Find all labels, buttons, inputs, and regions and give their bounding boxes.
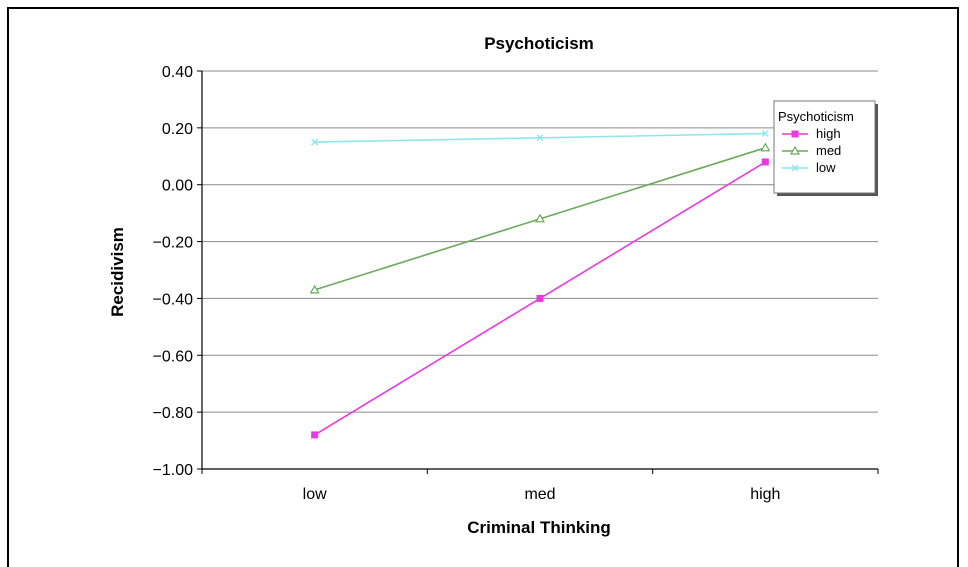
x-tick-label: low [303, 486, 327, 503]
y-tick-label: −0.40 [153, 291, 194, 308]
y-tick-label: −1.00 [153, 462, 194, 479]
legend-label: low [816, 160, 836, 175]
data-point-high [761, 158, 769, 166]
x-tick-label: med [524, 486, 555, 503]
y-axis-title: Recidivism [108, 227, 127, 317]
series-low [311, 130, 769, 146]
data-point-low [311, 138, 319, 146]
chart-frame [7, 7, 959, 567]
legend-label: high [816, 126, 841, 141]
data-point-low [761, 130, 769, 138]
axes [197, 70, 879, 474]
chart-title: Psychoticism [484, 34, 594, 53]
data-point-med [760, 142, 771, 152]
x-axis-title: Criminal Thinking [467, 518, 611, 537]
y-tick-label: 0.20 [162, 121, 193, 138]
legend-marker [791, 164, 799, 172]
legend-marker [789, 145, 801, 155]
legend-items: high med low [782, 126, 841, 175]
data-point-high [311, 431, 319, 439]
legend-item-high: high [782, 126, 841, 141]
legend-box [773, 100, 876, 194]
legend-label: med [816, 143, 841, 158]
data-point-high [536, 294, 544, 302]
y-tick-label: 0.00 [162, 178, 193, 195]
legend-item-low: low [782, 160, 836, 175]
x-tick-labels: low med high [303, 486, 781, 503]
legend: Psychoticism high med low [773, 100, 878, 196]
series-lines [309, 130, 771, 439]
y-tick-labels: 0.40 0.20 0.00 −0.20 −0.40 −0.60 −0.80 −1.00 [153, 64, 194, 479]
legend-item-med: med [782, 143, 841, 158]
data-point-med [309, 284, 320, 294]
y-tick-label: −0.60 [153, 348, 194, 365]
x-tick-label: high [750, 486, 780, 503]
data-point-med [534, 213, 546, 223]
series-high [311, 158, 769, 439]
y-tick-label: −0.80 [153, 405, 194, 422]
data-point-low [536, 134, 544, 142]
y-tick-label: −0.20 [153, 235, 194, 252]
series-med [309, 142, 771, 294]
y-tick-label: 0.40 [162, 64, 193, 81]
legend-title: Psychoticism [778, 109, 854, 124]
legend-marker [791, 130, 799, 138]
